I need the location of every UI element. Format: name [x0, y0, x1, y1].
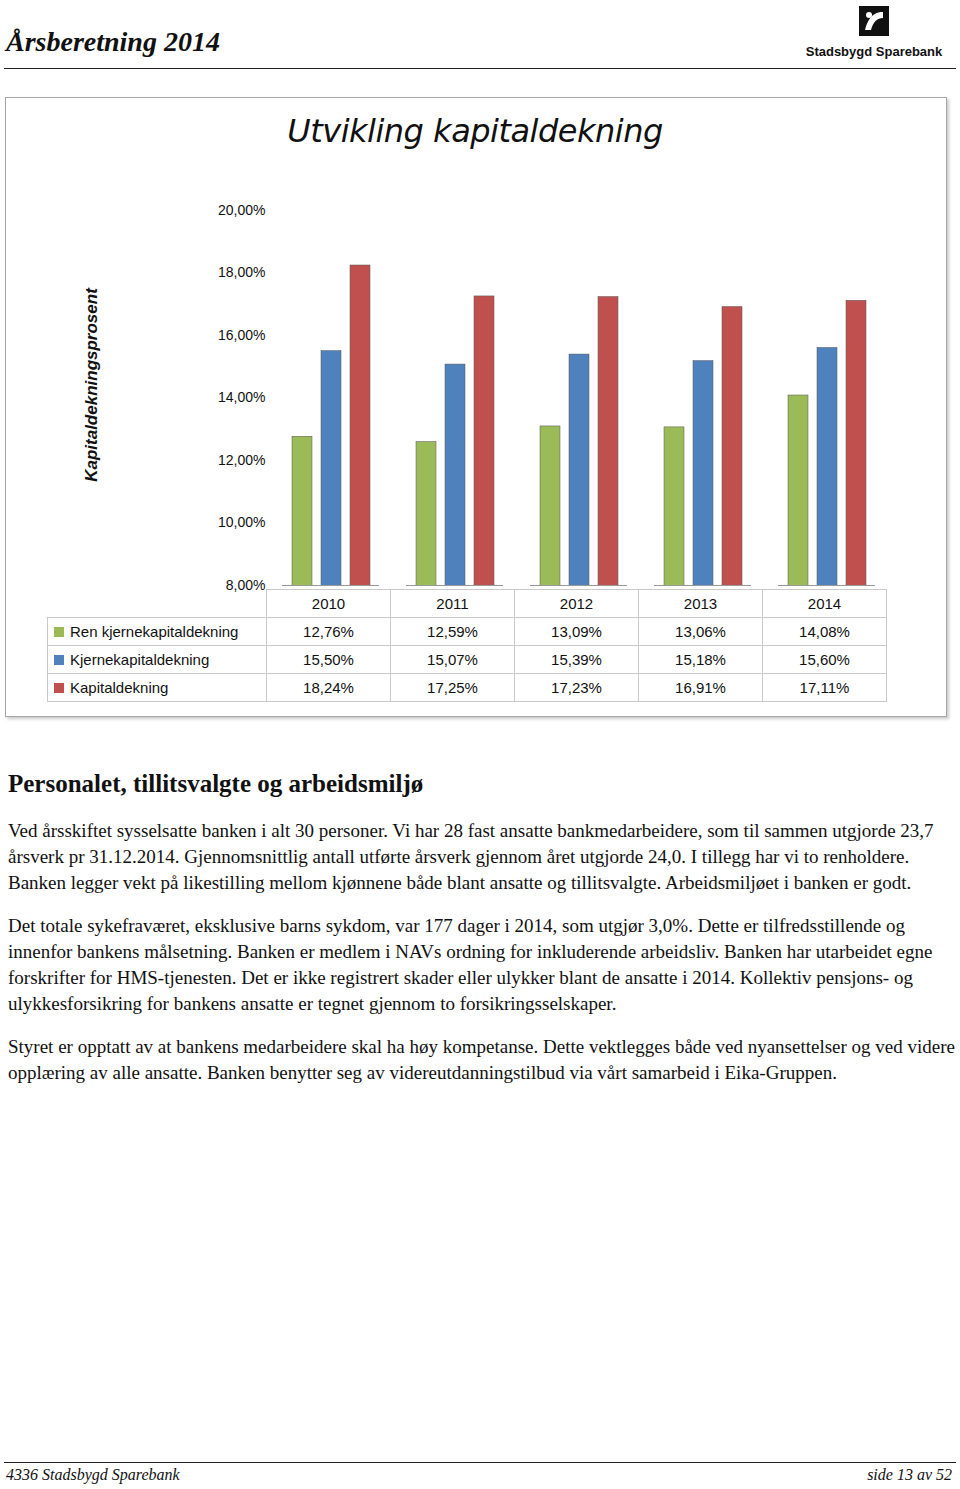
- svg-text:20,00%: 20,00%: [218, 202, 265, 218]
- html-text:2011: 2011: [436, 595, 469, 612]
- html-text:15,39%: 15,39%: [551, 651, 602, 668]
- html-text:side 13 av 52: side 13 av 52: [867, 1466, 952, 1483]
- html-text:16,91%: 16,91%: [675, 679, 726, 696]
- html-text:4336 Stadsbygd Sparebank: 4336 Stadsbygd Sparebank: [6, 1466, 180, 1483]
- html-text:15,50%: 15,50%: [303, 651, 354, 668]
- html-text:12,59%: 12,59%: [427, 623, 478, 640]
- html-text:2014: 2014: [807, 595, 842, 612]
- svg-text:14,00%: 14,00%: [218, 389, 265, 405]
- html-text:Personalet, tillitsvalgte og a: Personalet, tillitsvalgte og arbeidsmilj…: [8, 770, 424, 797]
- html-text:17,25%: 17,25%: [427, 679, 478, 696]
- html-text:13,09%: 13,09%: [551, 623, 602, 640]
- html-text:Kapitaldekning: Kapitaldekning: [70, 679, 169, 696]
- html-text:Styret er opptatt av at banken: Styret er opptatt av at bankens medarbei…: [8, 1036, 955, 1083]
- html-text:Det totale sykefraværet, ekskl: Det totale sykefraværet, eksklusive barn…: [8, 915, 933, 1014]
- html-text:2010: 2010: [311, 595, 346, 612]
- svg-text:10,00%: 10,00%: [218, 514, 265, 530]
- svg-text:18,00%: 18,00%: [218, 264, 265, 280]
- html-text:15,07%: 15,07%: [427, 651, 478, 668]
- html-text:Utvikling kapitaldekning: Utvikling kapitaldekning: [287, 112, 663, 150]
- html-text:Ren kjernekapitaldekning: Ren kjernekapitaldekning: [70, 623, 239, 640]
- html-text:Ved årsskiftet sysselsatte ban: Ved årsskiftet sysselsatte banken i alt …: [8, 820, 934, 893]
- html-text:Årsberetning 2014: Årsberetning 2014: [6, 26, 220, 57]
- html-text:18,24%: 18,24%: [303, 679, 354, 696]
- html-text:Kjernekapitaldekning: Kjernekapitaldekning: [70, 651, 210, 668]
- svg-text:8,00%: 8,00%: [226, 577, 266, 593]
- html-text:Kapitaldekningsprosent: Kapitaldekningsprosent: [82, 288, 101, 482]
- html-text:15,18%: 15,18%: [675, 651, 726, 668]
- html-text:14,08%: 14,08%: [799, 623, 850, 640]
- html-text:2012: 2012: [559, 595, 594, 612]
- svg-text:12,00%: 12,00%: [218, 452, 265, 468]
- html-text:12,76%: 12,76%: [303, 623, 354, 640]
- html-text:13,06%: 13,06%: [675, 623, 726, 640]
- html-text:2013: 2013: [683, 595, 718, 612]
- html-text:Stadsbygd Sparebank: Stadsbygd Sparebank: [805, 44, 943, 59]
- html-text:15,60%: 15,60%: [799, 651, 850, 668]
- html-text:17,23%: 17,23%: [551, 679, 602, 696]
- svg-text:16,00%: 16,00%: [218, 327, 265, 343]
- html-text:17,11%: 17,11%: [799, 679, 850, 696]
